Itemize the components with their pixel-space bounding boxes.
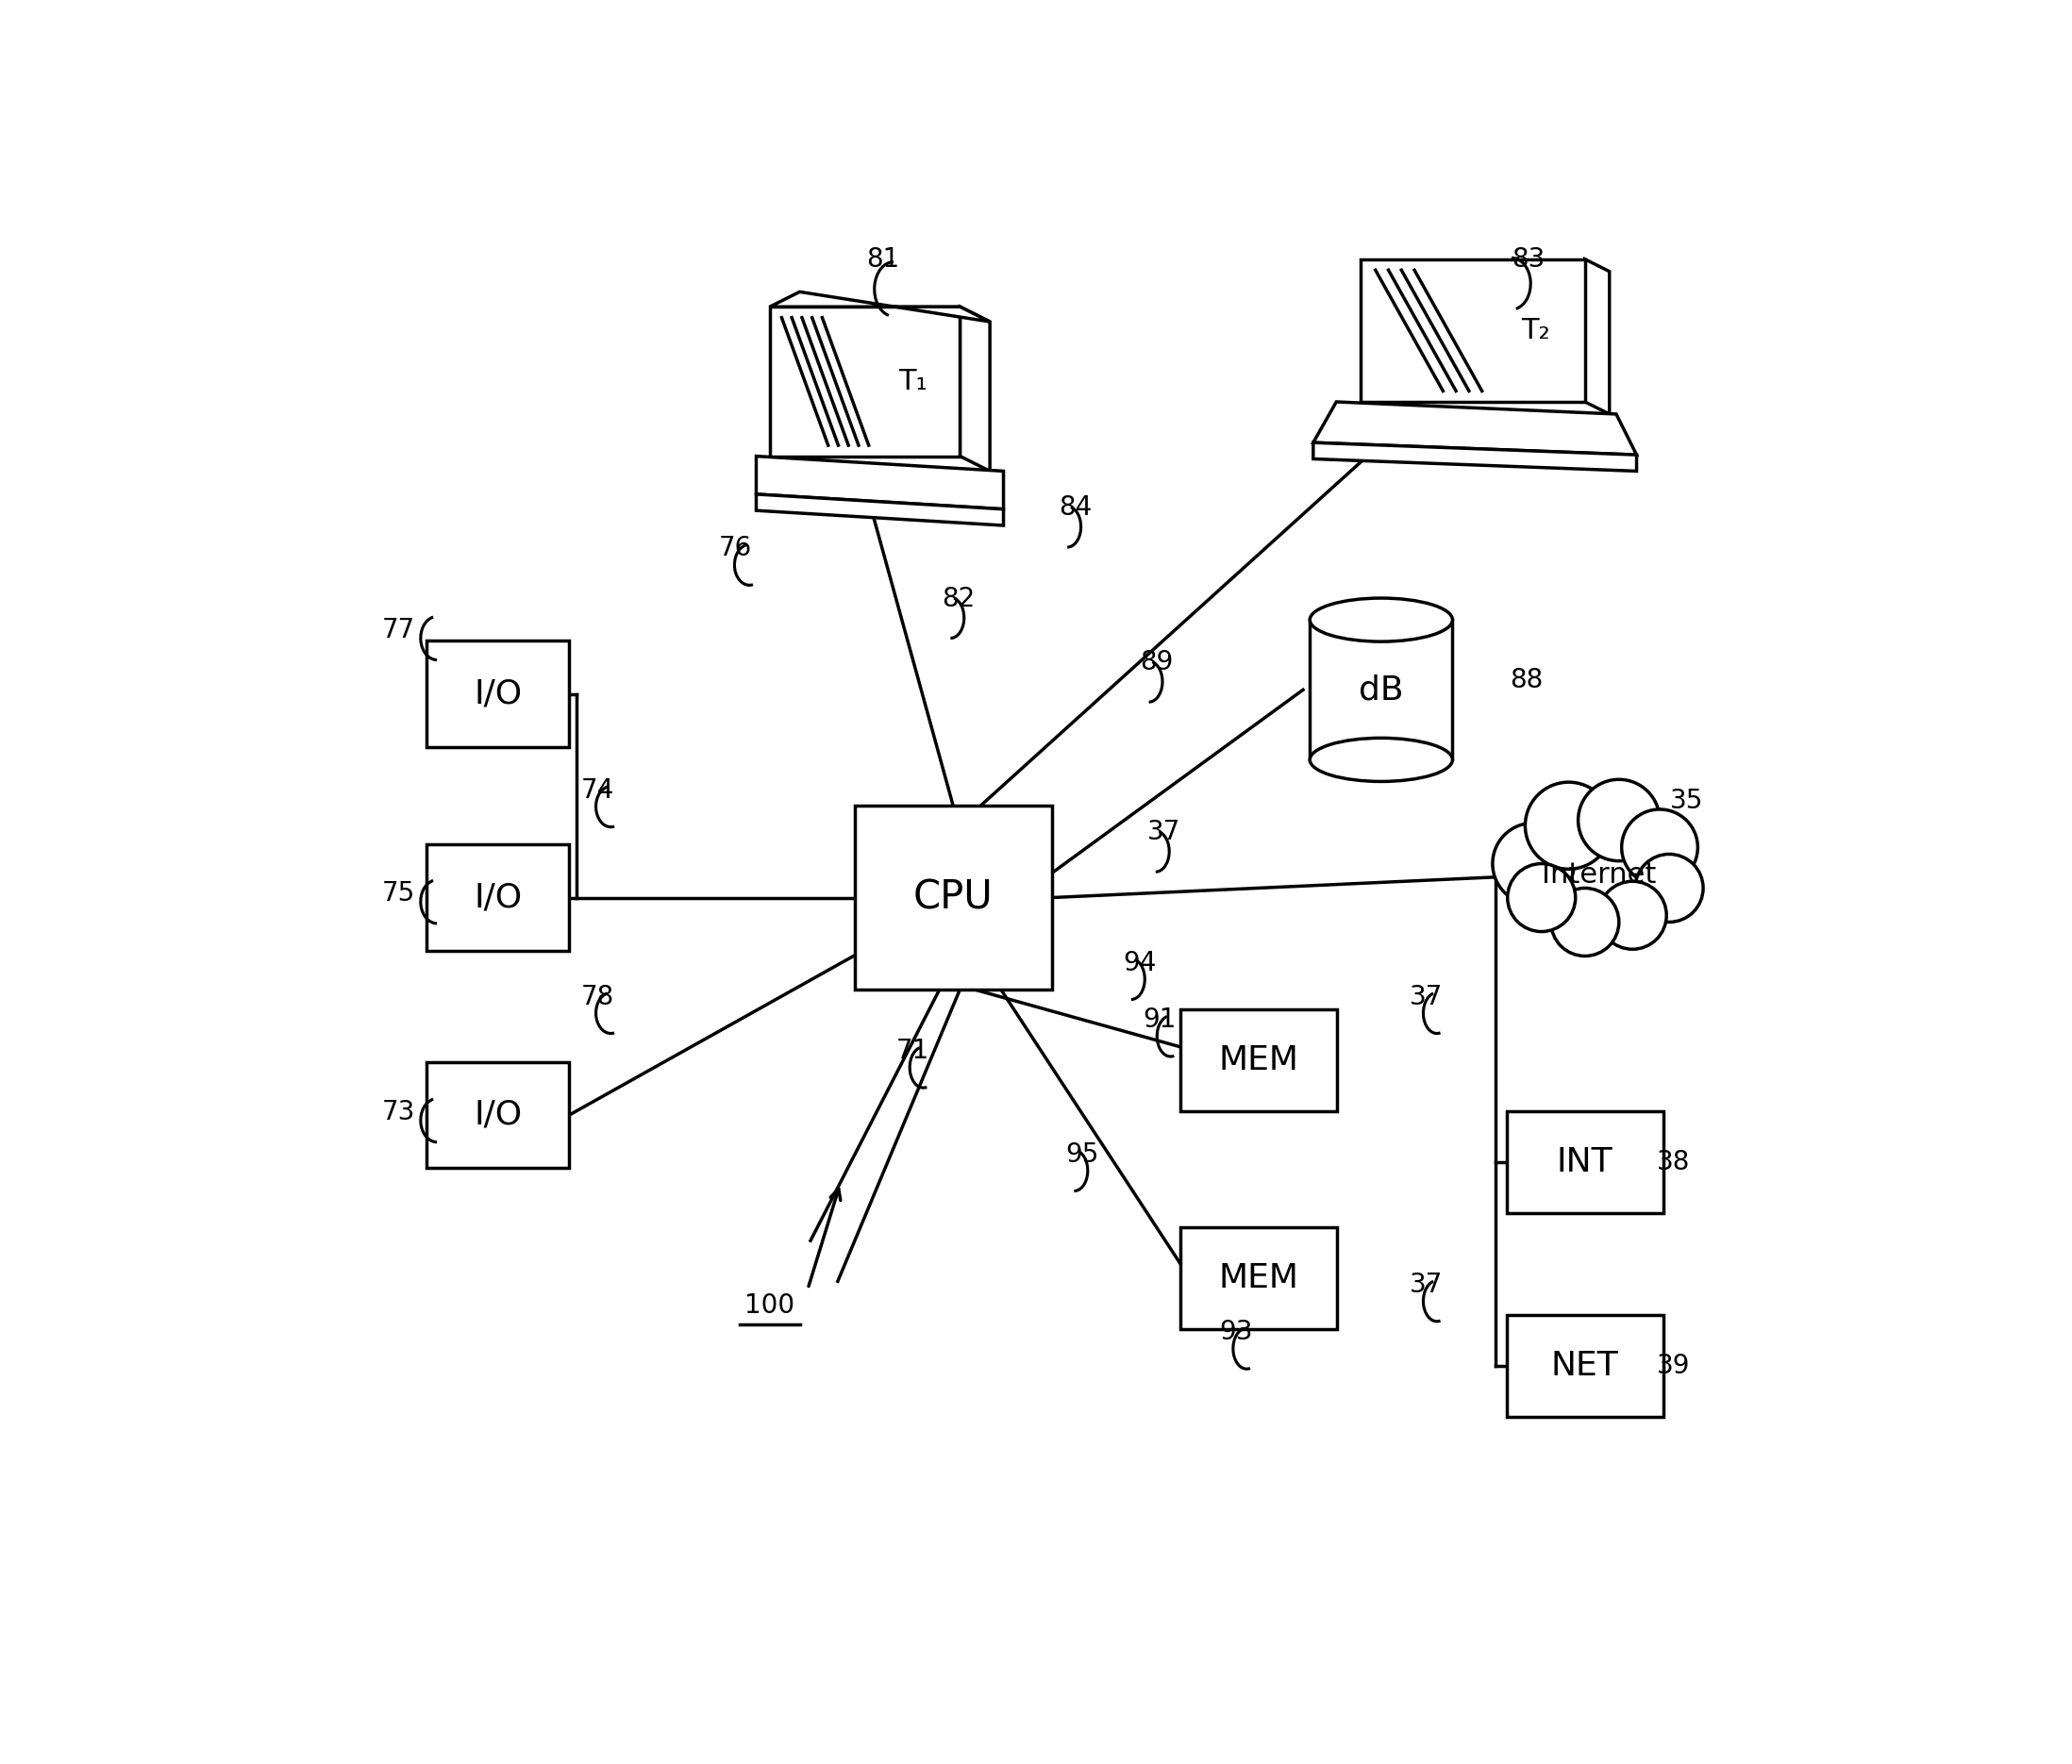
Polygon shape bbox=[1314, 402, 1637, 455]
FancyBboxPatch shape bbox=[427, 845, 570, 951]
Text: 88: 88 bbox=[1510, 667, 1544, 693]
Text: 83: 83 bbox=[1510, 245, 1544, 272]
Polygon shape bbox=[771, 291, 990, 321]
Text: 78: 78 bbox=[580, 984, 613, 1011]
Text: 100: 100 bbox=[744, 1291, 796, 1318]
Text: 81: 81 bbox=[866, 245, 899, 272]
Text: I/O: I/O bbox=[474, 1099, 522, 1131]
Text: 37: 37 bbox=[1409, 1272, 1442, 1298]
Circle shape bbox=[1525, 781, 1612, 870]
Text: 84: 84 bbox=[1059, 494, 1092, 520]
Text: 94: 94 bbox=[1123, 949, 1156, 975]
Polygon shape bbox=[1314, 443, 1637, 471]
Polygon shape bbox=[756, 457, 1003, 510]
Text: 71: 71 bbox=[895, 1037, 928, 1064]
Text: dB: dB bbox=[1359, 674, 1403, 706]
Text: 75: 75 bbox=[381, 880, 414, 907]
Text: 77: 77 bbox=[381, 617, 414, 644]
Text: 82: 82 bbox=[943, 586, 976, 612]
Text: INT: INT bbox=[1556, 1147, 1614, 1178]
Circle shape bbox=[1579, 780, 1660, 861]
Polygon shape bbox=[959, 307, 990, 471]
FancyBboxPatch shape bbox=[856, 806, 1053, 990]
Polygon shape bbox=[756, 494, 1003, 526]
Circle shape bbox=[1492, 822, 1575, 905]
Text: MEM: MEM bbox=[1218, 1044, 1299, 1076]
Circle shape bbox=[1508, 864, 1575, 931]
Text: 39: 39 bbox=[1656, 1353, 1691, 1379]
Text: 37: 37 bbox=[1409, 984, 1442, 1011]
Text: 76: 76 bbox=[719, 534, 752, 561]
Text: 93: 93 bbox=[1218, 1319, 1254, 1346]
Text: 37: 37 bbox=[1148, 818, 1181, 845]
Text: 35: 35 bbox=[1670, 789, 1703, 815]
Text: 74: 74 bbox=[580, 778, 613, 804]
Text: I/O: I/O bbox=[474, 882, 522, 914]
Text: 95: 95 bbox=[1065, 1141, 1098, 1168]
Polygon shape bbox=[771, 307, 959, 457]
FancyBboxPatch shape bbox=[427, 1062, 570, 1168]
Text: CPU: CPU bbox=[914, 878, 992, 917]
FancyBboxPatch shape bbox=[427, 640, 570, 746]
FancyBboxPatch shape bbox=[1506, 1316, 1664, 1416]
FancyBboxPatch shape bbox=[1506, 1111, 1664, 1214]
Text: T₂: T₂ bbox=[1521, 318, 1550, 344]
Text: NET: NET bbox=[1552, 1349, 1618, 1383]
Ellipse shape bbox=[1310, 737, 1452, 781]
Text: MEM: MEM bbox=[1218, 1261, 1299, 1295]
Circle shape bbox=[1552, 887, 1618, 956]
Circle shape bbox=[1635, 854, 1703, 923]
Text: I/O: I/O bbox=[474, 677, 522, 709]
Bar bbox=[1310, 619, 1452, 760]
Circle shape bbox=[1598, 882, 1666, 949]
Polygon shape bbox=[1585, 259, 1610, 415]
Text: T₁: T₁ bbox=[897, 367, 926, 395]
Text: 73: 73 bbox=[381, 1099, 414, 1125]
Text: Internet: Internet bbox=[1542, 861, 1656, 889]
Circle shape bbox=[1523, 796, 1674, 946]
FancyBboxPatch shape bbox=[1181, 1228, 1336, 1328]
Polygon shape bbox=[1361, 259, 1585, 402]
Ellipse shape bbox=[1310, 598, 1452, 642]
Text: 91: 91 bbox=[1144, 1007, 1177, 1034]
Text: 89: 89 bbox=[1140, 649, 1173, 676]
Circle shape bbox=[1622, 810, 1697, 886]
Text: 38: 38 bbox=[1658, 1150, 1691, 1175]
FancyBboxPatch shape bbox=[1181, 1009, 1336, 1111]
